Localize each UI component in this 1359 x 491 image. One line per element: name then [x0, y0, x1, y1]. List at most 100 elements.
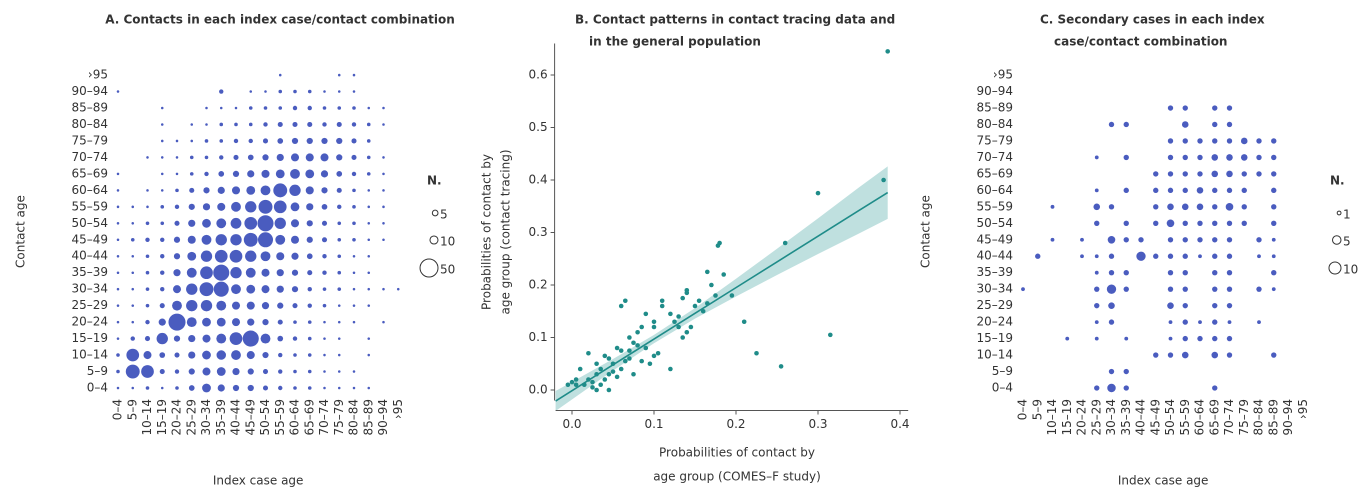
- point: [885, 49, 890, 54]
- y-tick-label: 0.2: [529, 278, 548, 292]
- bubble: [382, 238, 385, 242]
- x-label: age group (COMES–F study): [653, 470, 821, 484]
- bubble: [131, 386, 135, 390]
- bubble: [172, 285, 182, 294]
- bubble: [1123, 121, 1129, 128]
- bubble: [1271, 220, 1277, 226]
- bubble: [320, 153, 329, 162]
- bubble: [321, 187, 328, 194]
- y-tick-label: 0–4: [992, 381, 1013, 395]
- bubble: [187, 235, 196, 244]
- bubble: [234, 106, 238, 110]
- bubble: [215, 234, 227, 246]
- bubble: [1167, 237, 1174, 243]
- bubble: [277, 138, 284, 144]
- bubble: [160, 270, 165, 275]
- bubble: [276, 153, 284, 162]
- bubble: [160, 106, 164, 110]
- bubble: [337, 304, 341, 307]
- bubble: [230, 267, 242, 279]
- bubble: [131, 287, 135, 291]
- bubble: [262, 138, 269, 144]
- bubble: [233, 138, 239, 144]
- title: C. Secondary cases in each index: [1040, 13, 1265, 27]
- y-tick-label: 35–39: [71, 265, 108, 279]
- bubble: [352, 287, 356, 291]
- bubble: [337, 90, 341, 93]
- y-axis-label: Contact age: [14, 195, 28, 268]
- point: [594, 371, 599, 377]
- bubble: [145, 254, 150, 259]
- x-tick-label: 35–39: [214, 399, 228, 436]
- point: [635, 329, 640, 335]
- bubble: [160, 237, 165, 242]
- y-tick-label: 90–94: [976, 84, 1013, 98]
- bubble: [382, 172, 385, 176]
- bubble: [116, 205, 120, 209]
- bubble: [1181, 203, 1189, 211]
- bubble: [1181, 351, 1189, 359]
- bubble: [307, 369, 312, 374]
- bubble: [278, 106, 283, 110]
- point: [627, 356, 632, 361]
- bubble: [306, 220, 313, 227]
- bubble: [1197, 335, 1203, 342]
- y-tick-label: 55–59: [71, 199, 108, 213]
- bubble: [262, 319, 269, 326]
- x-label: Probabilities of contact by: [659, 446, 815, 460]
- point: [590, 379, 595, 385]
- bubble: [199, 282, 214, 297]
- bubble: [307, 121, 313, 128]
- y-tick-label: 75–79: [71, 133, 108, 147]
- bubble: [217, 202, 226, 211]
- bubble: [1256, 171, 1262, 177]
- bubble: [159, 368, 165, 375]
- bubble: [230, 217, 242, 229]
- bubble: [175, 139, 179, 143]
- bubble: [1212, 385, 1218, 391]
- x-tick-label: ›95: [1296, 399, 1310, 419]
- bubble: [173, 335, 181, 342]
- bubble: [292, 303, 298, 309]
- bubble: [1182, 302, 1188, 309]
- bubble: [1212, 220, 1218, 226]
- point: [631, 340, 636, 346]
- x-tick-label: 80–84: [347, 399, 361, 436]
- point: [610, 369, 616, 374]
- legend-bubble: [431, 209, 439, 217]
- x-tick-label: 90–94: [1281, 399, 1295, 436]
- bubble: [131, 222, 135, 225]
- bubble: [156, 332, 168, 345]
- bubble: [323, 386, 326, 390]
- bubble: [145, 221, 150, 226]
- bubble: [247, 318, 255, 326]
- bubble: [1197, 237, 1203, 243]
- x-tick-label: 65–69: [1207, 399, 1221, 436]
- legend-bubble: [1332, 235, 1342, 245]
- bubble: [234, 122, 238, 127]
- bubble: [351, 171, 357, 177]
- bubble: [261, 169, 270, 178]
- bubble: [1153, 204, 1159, 210]
- bubble: [337, 237, 342, 242]
- bubble: [204, 155, 209, 160]
- x-tick-label: 40–44: [229, 399, 243, 436]
- y-tick-label: 40–44: [71, 249, 108, 263]
- bubble: [1257, 254, 1261, 259]
- bubble: [160, 123, 164, 126]
- point: [651, 324, 657, 330]
- bubble: [1211, 154, 1219, 161]
- bubble: [231, 301, 241, 310]
- bubble: [290, 202, 300, 212]
- bubble: [337, 386, 341, 390]
- point: [651, 353, 657, 359]
- y-tick-label: 0.5: [529, 120, 548, 134]
- bubble: [337, 204, 342, 210]
- bubble: [145, 237, 150, 242]
- y-tick-label: 50–54: [71, 216, 108, 230]
- bubble: [1240, 137, 1248, 145]
- bubble: [1182, 237, 1188, 243]
- y-tick-label: 0.4: [529, 173, 548, 187]
- bubble: [293, 320, 297, 324]
- x-tick-label: 80–84: [1252, 399, 1266, 436]
